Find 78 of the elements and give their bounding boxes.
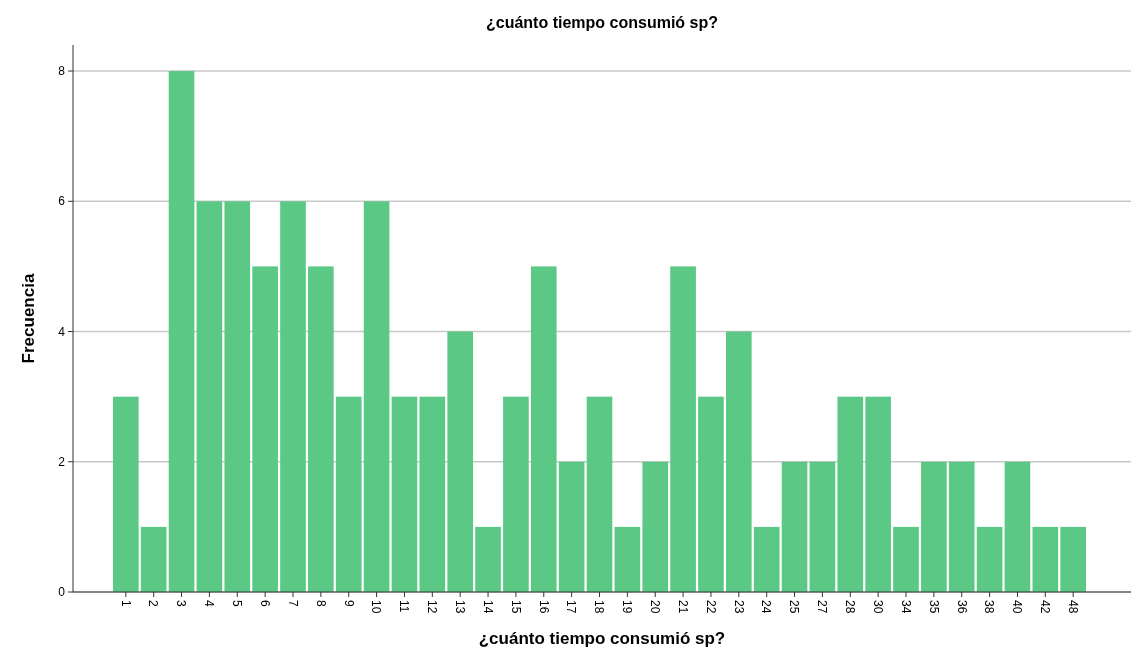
x-tick-label: 38 (982, 600, 997, 614)
x-tick-label: 30 (870, 600, 885, 614)
x-tick-label: 36 (954, 600, 969, 614)
x-tick-label: 27 (815, 600, 830, 614)
bar (948, 461, 975, 592)
x-tick-label: 10 (369, 600, 384, 614)
bar (586, 396, 613, 592)
bar (530, 266, 557, 592)
bar (391, 396, 418, 592)
bar (809, 461, 836, 592)
bar (419, 396, 446, 592)
x-tick-label: 40 (1010, 600, 1025, 614)
x-tick-label: 9 (341, 600, 356, 607)
x-tick-label: 2 (146, 600, 161, 607)
bar (698, 396, 724, 592)
bar (280, 201, 306, 592)
x-tick-label: 28 (843, 600, 858, 614)
bar (308, 266, 334, 592)
x-tick-label: 16 (536, 600, 551, 614)
x-tick-label: 11 (397, 600, 412, 613)
bar (921, 461, 947, 592)
bar (781, 461, 808, 592)
bar (196, 201, 223, 592)
bar (447, 331, 473, 592)
bar (363, 201, 390, 592)
bar (558, 461, 585, 592)
x-tick-label: 21 (675, 600, 690, 614)
y-tick-label: 6 (58, 194, 66, 209)
bar (224, 201, 251, 592)
bar (670, 266, 696, 592)
x-tick-label: 1 (118, 600, 133, 607)
bar (614, 526, 641, 592)
x-tick-label: 23 (731, 600, 746, 614)
chart-title: ¿cuánto tiempo consumió sp? (485, 14, 719, 31)
x-tick-label: 34 (898, 600, 913, 614)
x-tick-label: 3 (174, 600, 189, 607)
bar (140, 526, 167, 592)
y-tick-label: 2 (58, 454, 66, 469)
x-tick-label: 15 (508, 600, 523, 614)
bar (753, 526, 780, 592)
x-tick-label: 42 (1038, 600, 1053, 614)
y-tick-label: 0 (58, 585, 66, 600)
y-tick-label: 4 (58, 324, 66, 339)
x-tick-label: 48 (1065, 600, 1080, 614)
x-tick-label: 7 (285, 600, 300, 607)
bar (976, 526, 1003, 592)
x-tick-label: 35 (926, 600, 941, 614)
bar (113, 396, 139, 592)
bar (168, 71, 195, 592)
x-tick-label: 8 (313, 600, 328, 607)
bar (475, 526, 501, 592)
x-tick-label: 19 (620, 600, 635, 614)
x-tick-label: 18 (592, 600, 607, 614)
bar (865, 396, 891, 592)
bar (726, 331, 752, 592)
bar (252, 266, 278, 592)
x-tick-label: 25 (787, 600, 802, 614)
x-tick-label: 4 (202, 600, 217, 607)
bar (837, 396, 864, 592)
x-tick-label: 20 (648, 600, 663, 614)
y-axis-title: Frecuencia (19, 273, 38, 364)
x-tick-label: 22 (703, 600, 718, 614)
bar (335, 396, 362, 592)
bar (1004, 461, 1031, 592)
bar (893, 526, 919, 592)
x-tick-label: 12 (425, 600, 440, 614)
bar (642, 461, 669, 592)
x-tick-label: 14 (480, 600, 495, 614)
x-tick-label: 24 (759, 600, 774, 614)
bar (503, 396, 529, 592)
y-tick-label: 8 (58, 64, 66, 79)
x-tick-label: 17 (564, 600, 579, 614)
x-tick-label: 6 (257, 600, 272, 607)
x-axis-title: ¿cuánto tiempo consumió sp? (478, 629, 726, 648)
bar (1060, 526, 1086, 592)
bar (1032, 526, 1059, 592)
x-tick-label: 5 (230, 600, 245, 607)
x-tick-label: 13 (452, 600, 467, 614)
